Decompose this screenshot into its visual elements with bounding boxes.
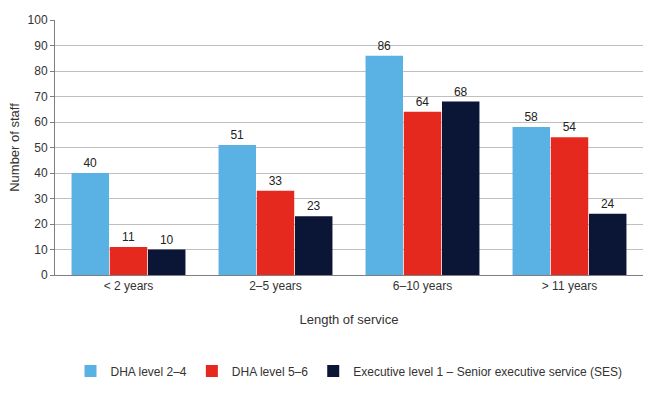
svg-text:10: 10 xyxy=(34,243,48,257)
svg-text:51: 51 xyxy=(230,128,244,142)
svg-text:DHA level 2–4: DHA level 2–4 xyxy=(111,365,187,379)
svg-text:80: 80 xyxy=(34,64,48,78)
svg-text:90: 90 xyxy=(34,39,48,53)
svg-text:58: 58 xyxy=(524,110,538,124)
svg-text:70: 70 xyxy=(34,90,48,104)
svg-text:< 2 years: < 2 years xyxy=(104,279,154,293)
svg-text:86: 86 xyxy=(377,39,391,53)
svg-text:10: 10 xyxy=(160,233,174,247)
svg-text:6–10 years: 6–10 years xyxy=(393,279,452,293)
svg-text:23: 23 xyxy=(307,199,321,213)
svg-text:24: 24 xyxy=(601,197,615,211)
svg-text:100: 100 xyxy=(28,13,48,27)
svg-text:54: 54 xyxy=(563,120,577,134)
svg-text:Executive level 1 – Senior exe: Executive level 1 – Senior executive ser… xyxy=(353,365,622,379)
svg-text:30: 30 xyxy=(34,192,48,206)
svg-text:Number of staff: Number of staff xyxy=(7,103,22,192)
svg-text:11: 11 xyxy=(122,230,135,244)
svg-text:40: 40 xyxy=(34,166,48,180)
svg-text:50: 50 xyxy=(34,141,48,155)
svg-text:> 11 years: > 11 years xyxy=(542,279,597,293)
svg-text:64: 64 xyxy=(416,95,430,109)
svg-text:20: 20 xyxy=(34,217,48,231)
svg-text:68: 68 xyxy=(454,85,468,99)
svg-text:Length of service: Length of service xyxy=(299,312,398,327)
svg-text:60: 60 xyxy=(34,115,48,129)
svg-text:40: 40 xyxy=(83,156,97,170)
svg-text:DHA level 5–6: DHA level 5–6 xyxy=(232,365,308,379)
svg-text:2–5 years: 2–5 years xyxy=(249,279,302,293)
svg-text:0: 0 xyxy=(41,268,48,282)
svg-text:33: 33 xyxy=(269,174,283,188)
